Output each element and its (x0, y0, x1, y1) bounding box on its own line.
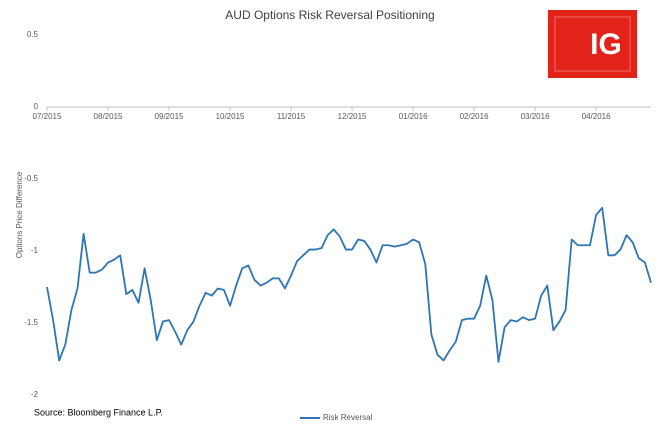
y-tick-label: -1.5 (24, 318, 38, 327)
x-tick-label: 04/2016 (582, 112, 611, 121)
x-tick-label: 03/2016 (521, 112, 550, 121)
y-axis-label: Options Price Difference (15, 171, 24, 258)
y-tick-label: -2 (31, 390, 39, 399)
logo-box (548, 10, 637, 78)
y-tick-label: -1 (31, 246, 39, 255)
x-tick-label: 09/2015 (155, 112, 184, 121)
x-tick-label: 01/2016 (399, 112, 428, 121)
x-tick-label: 12/2015 (338, 112, 367, 121)
logo-text: IG (590, 28, 622, 61)
source-note: Source: Bloomberg Finance L.P. (34, 407, 163, 417)
chart-title: AUD Options Risk Reversal Positioning (225, 8, 434, 22)
x-tick-label: 08/2015 (94, 112, 123, 121)
y-tick-label: 0.5 (27, 30, 39, 39)
logo-frame (554, 16, 631, 72)
x-tick-label: 10/2015 (216, 112, 245, 121)
y-tick-label: -0.5 (24, 174, 38, 183)
x-tick-label: 02/2016 (460, 112, 489, 121)
x-tick-label: 07/2015 (33, 112, 62, 121)
x-tick-label: 11/2015 (277, 112, 306, 121)
legend-label: Risk Reversal (323, 413, 373, 422)
y-tick-label: 0 (34, 102, 39, 111)
data-line (46, 206, 652, 363)
